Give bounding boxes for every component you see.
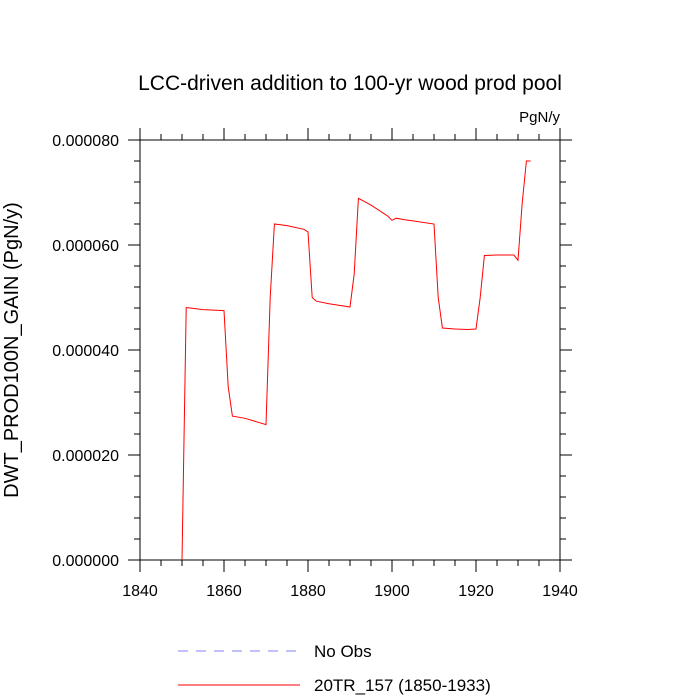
chart-title: LCC-driven addition to 100-yr wood prod … <box>138 72 562 95</box>
y-tick-label: 0.000060 <box>52 238 119 255</box>
y-tick-label: 0.000040 <box>52 343 119 360</box>
units-label: PgN/y <box>519 109 560 126</box>
axis-ticks <box>128 128 572 572</box>
series-line-1 <box>181 160 531 561</box>
x-tick-label: 1920 <box>458 583 494 600</box>
legend-label-0: No Obs <box>314 642 372 661</box>
plot-frame <box>139 139 561 561</box>
data-lines <box>181 160 531 561</box>
y-tick-label: 0.000080 <box>52 133 119 150</box>
x-tick-label: 1900 <box>374 583 410 600</box>
y-tick-label: 0.000020 <box>52 448 119 465</box>
y-axis-label: DWT_PROD100N_GAIN (PgN/y) <box>1 202 23 498</box>
x-tick-label: 1860 <box>206 583 242 600</box>
x-tick-label: 1880 <box>290 583 326 600</box>
axis-tick-labels: 1840 1860 1880 1900 1920 1940 0.000000 0.000020… <box>52 133 578 600</box>
legend-label-1: 20TR_157 (1850-1933) <box>314 676 491 695</box>
x-tick-label: 1940 <box>542 583 578 600</box>
legend: No Obs 20TR_157 (1850-1933) <box>178 642 491 695</box>
x-tick-label: 1840 <box>122 583 158 600</box>
y-tick-label: 0.000000 <box>52 553 119 570</box>
